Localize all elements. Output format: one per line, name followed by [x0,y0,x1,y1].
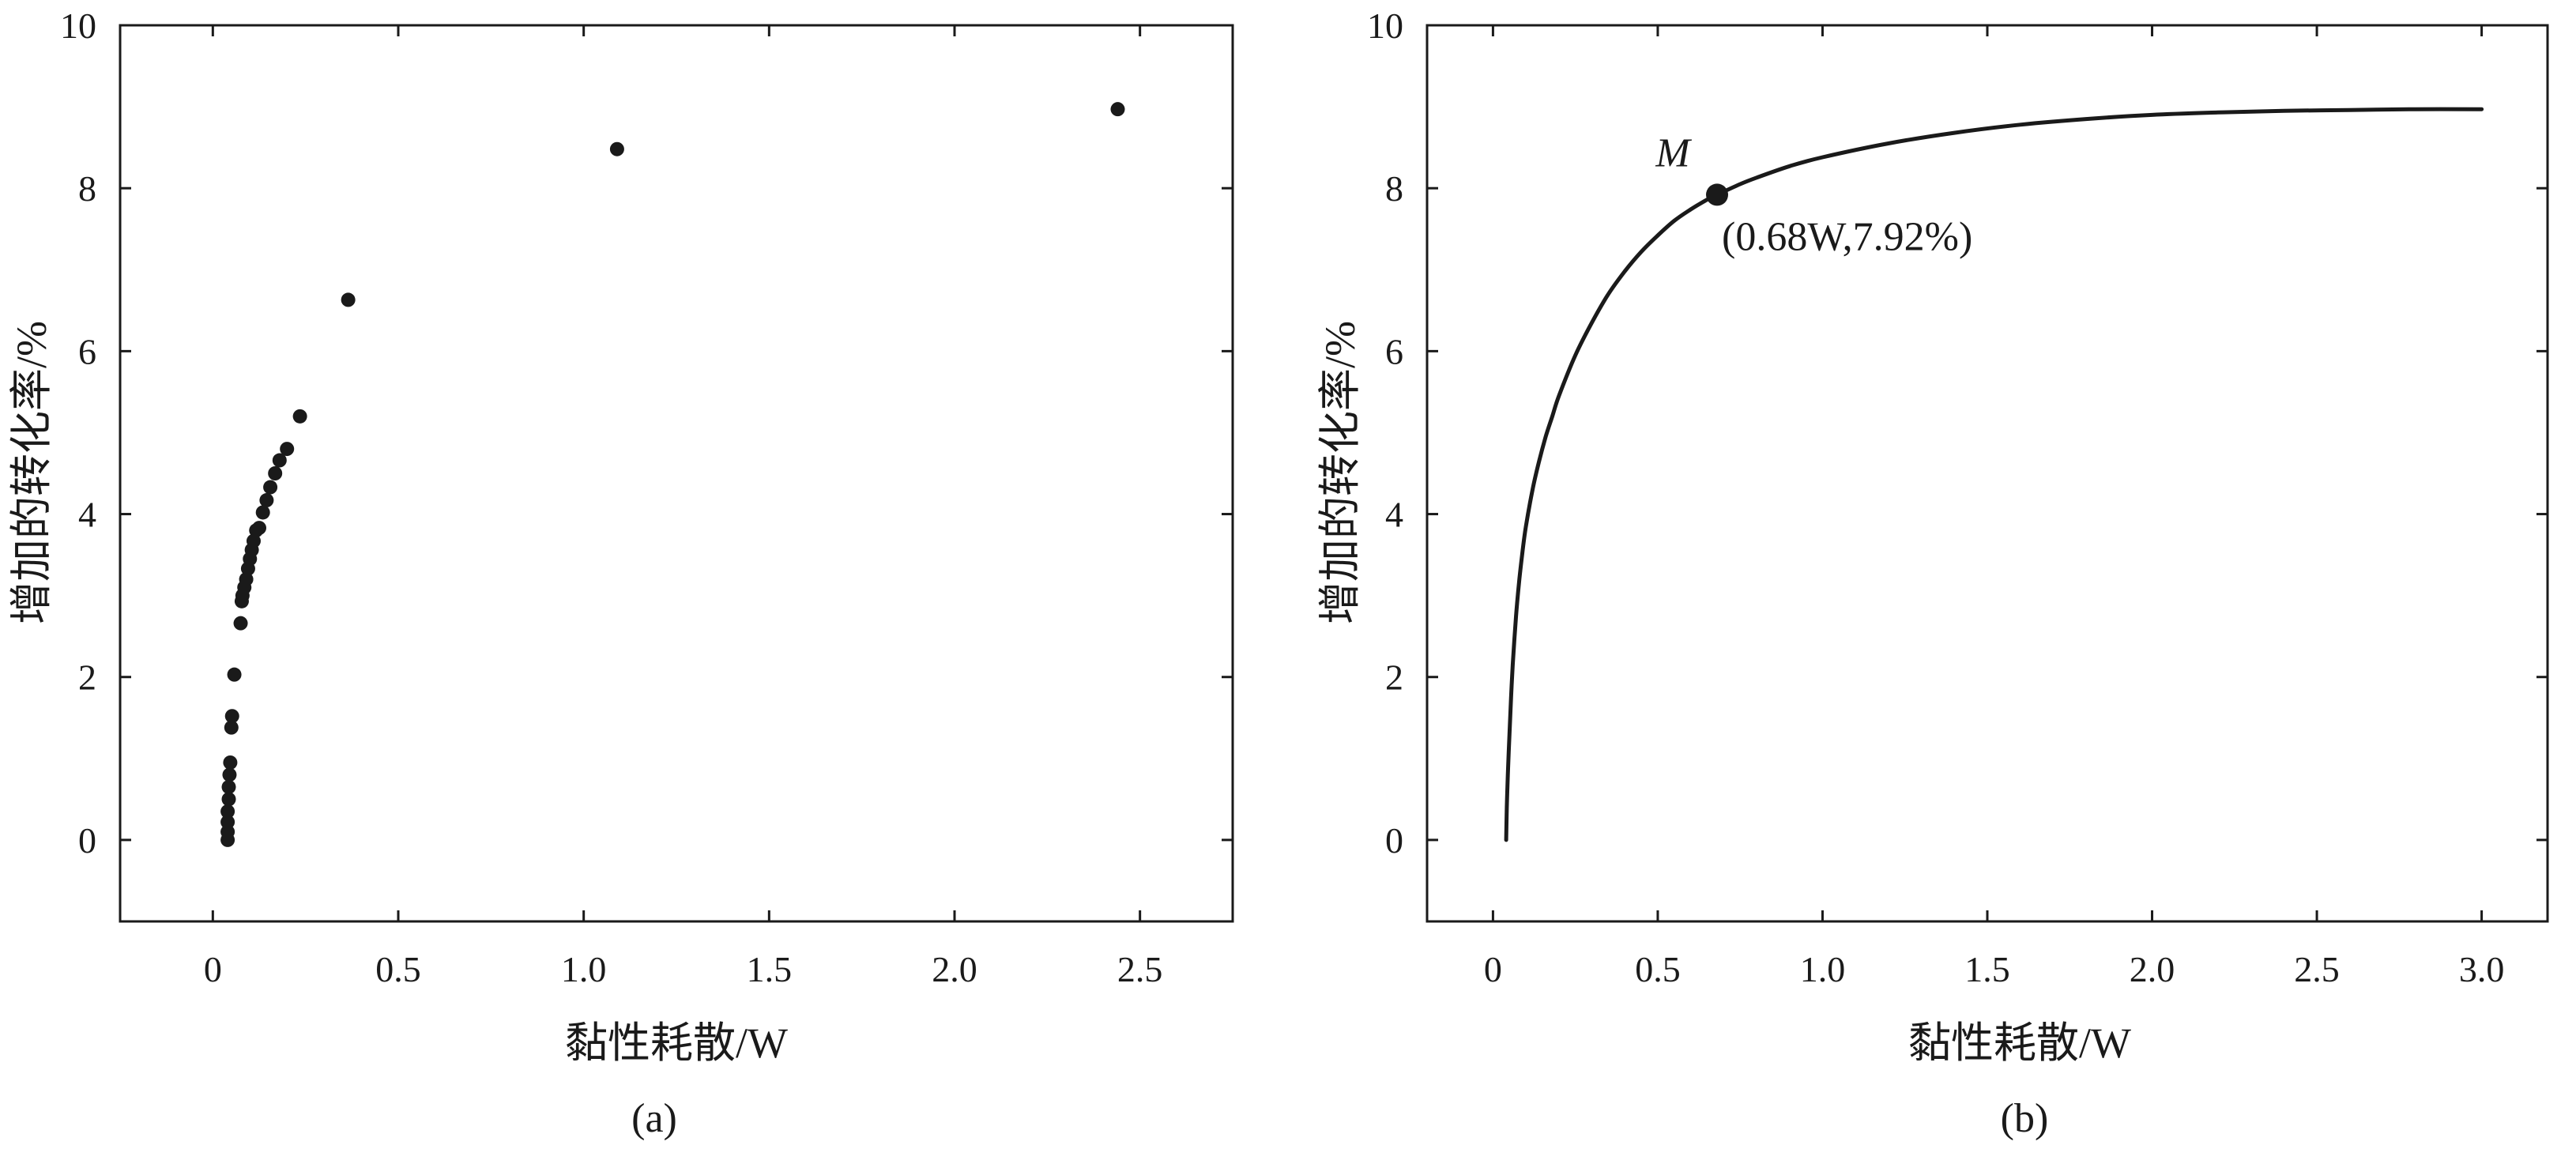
x-axis-label: 黏性耗散/W [565,1019,788,1067]
point-m-coordinates: (0.68W,7.92%) [1722,214,1972,259]
x-tick-label: 2.5 [1117,949,1163,989]
data-point [252,521,266,536]
x-tick-label: 2.0 [932,949,977,989]
panel-b-line-chart: 0 0.5 1.0 1.5 2.0 2.5 3.0 0 2 4 6 8 10 M (0.68W,7.9… [1316,6,2549,1141]
data-point [227,667,242,682]
plot-frame [1425,24,2549,923]
y-axis-label: 增加的转化率/% [1316,321,1364,624]
x-tick-label: 2.0 [2130,949,2175,989]
x-axis-ticks: 0 0.5 1.0 1.5 2.0 2.5 3.0 [1484,25,2504,989]
data-point [220,804,235,819]
x-tick-label: 0.5 [1635,949,1681,989]
x-tick-label: 1.5 [747,949,793,989]
x-axis-ticks: 0 0.5 1.0 1.5 2.0 2.5 [204,25,1163,989]
y-tick-label: 6 [78,331,96,371]
y-tick-label: 10 [60,6,96,46]
data-point [255,505,270,520]
x-tick-label: 0 [204,949,222,989]
series-line [1504,107,2484,842]
panel-label: (b) [2001,1096,2049,1141]
y-axis-ticks: 0 2 4 6 8 10 [1367,6,2548,861]
y-tick-label: 4 [1385,495,1403,535]
data-point [220,824,235,839]
data-point [292,409,307,424]
point-m-marker [1706,183,1729,206]
x-tick-label: 1.5 [1964,949,2010,989]
x-tick-label: 1.0 [1800,949,1846,989]
y-tick-label: 10 [1367,6,1403,46]
data-point [239,572,254,587]
x-tick-label: 2.5 [2294,949,2340,989]
data-point [263,480,278,495]
data-point [272,453,287,468]
y-tick-label: 6 [1385,331,1403,371]
data-point [222,767,237,782]
y-tick-label: 4 [78,495,96,535]
data-point [224,720,239,735]
panel-a-scatter-chart: 0 0.5 1.0 1.5 2.0 2.5 0 2 4 6 8 10 黏性耗散/W 增加的转化率/%… [8,6,1234,1141]
data-point [280,442,295,457]
y-tick-label: 0 [1385,820,1403,861]
point-m-letter: M [1655,130,1692,175]
x-tick-label: 1.0 [561,949,607,989]
data-point [233,616,248,631]
data-points [220,102,1125,847]
x-tick-label: 0 [1484,949,1502,989]
y-tick-label: 8 [1385,168,1403,209]
data-point [223,755,238,770]
y-tick-label: 2 [1385,657,1403,698]
x-axis-label: 黏性耗散/W [1908,1019,2131,1067]
x-tick-label: 0.5 [375,949,421,989]
data-point [268,466,283,480]
y-axis-label: 增加的转化率/% [8,321,55,624]
data-point [341,292,356,307]
y-tick-label: 2 [78,657,96,698]
data-point [221,779,236,794]
plot-frame [119,24,1234,923]
data-point [259,493,274,508]
y-axis-ticks: 0 2 4 6 8 10 [60,6,1233,861]
data-point [609,141,624,156]
data-point [224,709,239,724]
y-tick-label: 0 [78,820,96,861]
data-point [220,815,235,830]
data-point [1110,102,1125,117]
panel-label: (a) [631,1096,677,1141]
y-tick-label: 8 [78,168,96,209]
x-tick-label: 3.0 [2459,949,2505,989]
data-point [221,792,236,807]
